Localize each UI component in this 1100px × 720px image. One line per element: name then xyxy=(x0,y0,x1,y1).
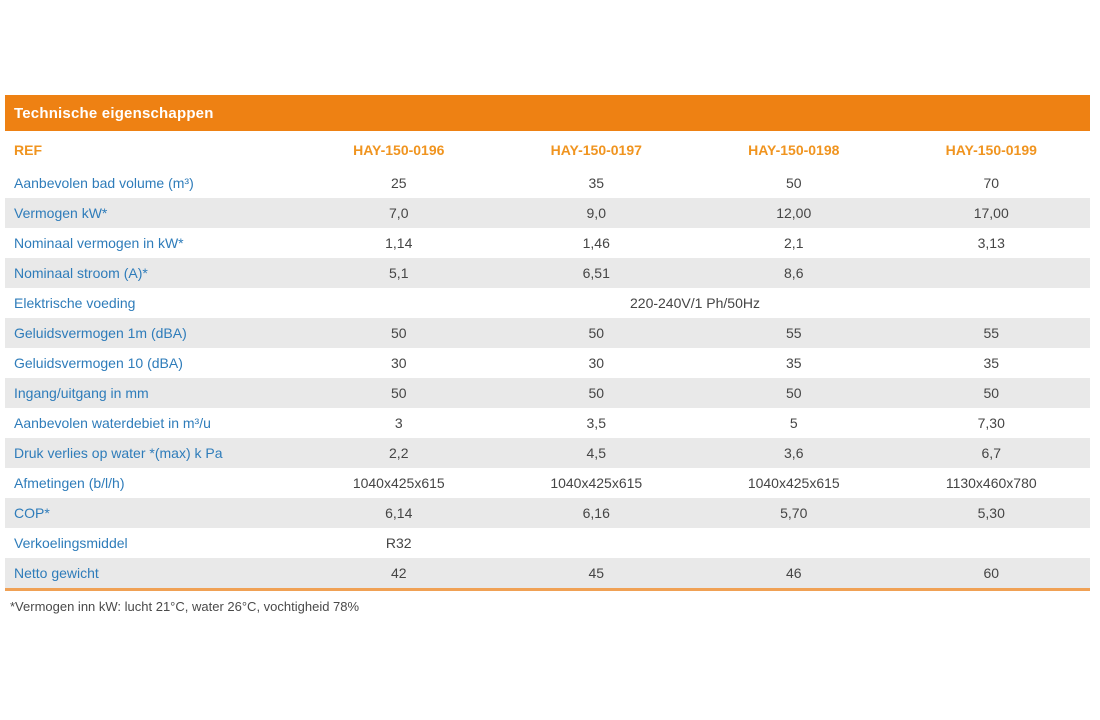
row-label: Vermogen kW* xyxy=(14,205,108,221)
table-row: Aanbevolen bad volume (m³) 25 35 50 70 xyxy=(5,168,1090,198)
table-row: Druk verlies op water *(max) k Pa 2,2 4,5… xyxy=(5,438,1090,468)
technical-specs-table: Technische eigenschappen REF HAY-150-019… xyxy=(5,95,1090,591)
row-value: 60 xyxy=(983,565,1000,581)
table-row: Ingang/uitgang in mm 50 50 50 50 xyxy=(5,378,1090,408)
row-value: 35 xyxy=(983,355,1000,371)
row-value: 50 xyxy=(983,385,1000,401)
table-title: Technische eigenschappen xyxy=(14,104,214,122)
table-row: Aanbevolen waterdebiet in m³/u 3 3,5 5 7,30 xyxy=(5,408,1090,438)
row-label: Aanbevolen waterdebiet in m³/u xyxy=(14,415,211,431)
row-label: Nominaal vermogen in kW* xyxy=(14,235,184,251)
row-value: 2,1 xyxy=(784,235,804,251)
row-value: 2,2 xyxy=(389,445,409,461)
row-value: 7,0 xyxy=(389,205,409,221)
row-label: Nominaal stroom (A)* xyxy=(14,265,148,281)
row-value: 70 xyxy=(983,175,1000,191)
row-span-value: 220-240V/1 Ph/50Hz xyxy=(630,295,760,311)
table-row: Netto gewicht 42 45 46 60 xyxy=(5,558,1090,588)
row-value: 46 xyxy=(785,565,802,581)
row-value: 55 xyxy=(785,325,802,341)
ref-header-cell: REF xyxy=(14,141,42,158)
row-value: 12,00 xyxy=(776,205,812,221)
row-value: 1,46 xyxy=(582,235,610,251)
row-value: R32 xyxy=(385,535,412,551)
row-value: 50 xyxy=(785,175,802,191)
table-row: Afmetingen (b/l/h) 1040x425x615 1040x425x… xyxy=(5,468,1090,498)
row-value: 1130x460x780 xyxy=(945,475,1037,491)
row-value: 6,7 xyxy=(981,445,1001,461)
table-row: Nominaal vermogen in kW* 1,14 1,46 2,1 3,13 xyxy=(5,228,1090,258)
row-value: 45 xyxy=(588,565,605,581)
row-value: 6,51 xyxy=(582,265,610,281)
row-label: Ingang/uitgang in mm xyxy=(14,385,149,401)
row-value: 50 xyxy=(588,325,605,341)
table-row: Geluidsvermogen 10 (dBA) 30 30 35 35 xyxy=(5,348,1090,378)
row-value: 1,14 xyxy=(385,235,413,251)
table-row: Elektrische voeding 220-240V/1 Ph/50Hz xyxy=(5,288,1090,318)
row-label: COP* xyxy=(14,505,50,521)
table-row: Nominaal stroom (A)* 5,1 6,51 8,6 xyxy=(5,258,1090,288)
row-value: 35 xyxy=(588,175,605,191)
footnote: *Vermogen inn kW: lucht 21°C, water 26°C… xyxy=(10,599,360,614)
row-value: 4,5 xyxy=(586,445,606,461)
row-value: 6,14 xyxy=(385,505,413,521)
row-value: 50 xyxy=(785,385,802,401)
row-value: 3,13 xyxy=(977,235,1005,251)
row-value: 8,6 xyxy=(784,265,804,281)
row-value: 5,30 xyxy=(977,505,1005,521)
column-header-0197: HAY-150-0197 xyxy=(550,141,642,158)
table-row: Verkoelingsmiddel R32 xyxy=(5,528,1090,558)
row-value: 55 xyxy=(983,325,1000,341)
row-value: 25 xyxy=(390,175,407,191)
row-label: Druk verlies op water *(max) k Pa xyxy=(14,445,223,461)
row-label: Verkoelingsmiddel xyxy=(14,535,128,551)
row-value: 50 xyxy=(390,325,407,341)
row-label: Netto gewicht xyxy=(14,565,99,581)
row-value: 5,1 xyxy=(389,265,409,281)
column-header-0199: HAY-150-0199 xyxy=(945,141,1037,158)
row-value: 42 xyxy=(390,565,407,581)
row-value: 3 xyxy=(394,415,403,431)
row-value: 3,6 xyxy=(784,445,804,461)
row-value: 30 xyxy=(390,355,407,371)
table-row: Geluidsvermogen 1m (dBA) 50 50 55 55 xyxy=(5,318,1090,348)
row-value: 30 xyxy=(588,355,605,371)
row-label: Elektrische voeding xyxy=(14,295,136,311)
row-value: 7,30 xyxy=(977,415,1005,431)
row-value: 1040x425x615 xyxy=(550,475,643,491)
column-header-0196: HAY-150-0196 xyxy=(353,141,445,158)
row-value: 50 xyxy=(390,385,407,401)
row-value: 5 xyxy=(789,415,798,431)
table-row: COP* 6,14 6,16 5,70 5,30 xyxy=(5,498,1090,528)
row-label: Geluidsvermogen 1m (dBA) xyxy=(14,325,187,341)
row-value: 1040x425x615 xyxy=(352,475,445,491)
row-label: Afmetingen (b/l/h) xyxy=(14,475,125,491)
row-label: Geluidsvermogen 10 (dBA) xyxy=(14,355,183,371)
row-value: 9,0 xyxy=(586,205,606,221)
table-body: REF HAY-150-0196 HAY-150-0197 HAY-150-01… xyxy=(5,131,1090,591)
table-row: Vermogen kW* 7,0 9,0 12,00 17,00 xyxy=(5,198,1090,228)
table-title-bar: Technische eigenschappen xyxy=(5,95,1090,131)
row-value: 50 xyxy=(588,385,605,401)
row-value: 17,00 xyxy=(973,205,1009,221)
column-header-0198: HAY-150-0198 xyxy=(748,141,840,158)
row-value: 35 xyxy=(785,355,802,371)
row-value: 5,70 xyxy=(780,505,808,521)
row-value: 3,5 xyxy=(586,415,606,431)
row-value: 1040x425x615 xyxy=(747,475,840,491)
row-value: 6,16 xyxy=(582,505,610,521)
row-label: Aanbevolen bad volume (m³) xyxy=(14,175,194,191)
table-header-row: REF HAY-150-0196 HAY-150-0197 HAY-150-01… xyxy=(5,131,1090,168)
